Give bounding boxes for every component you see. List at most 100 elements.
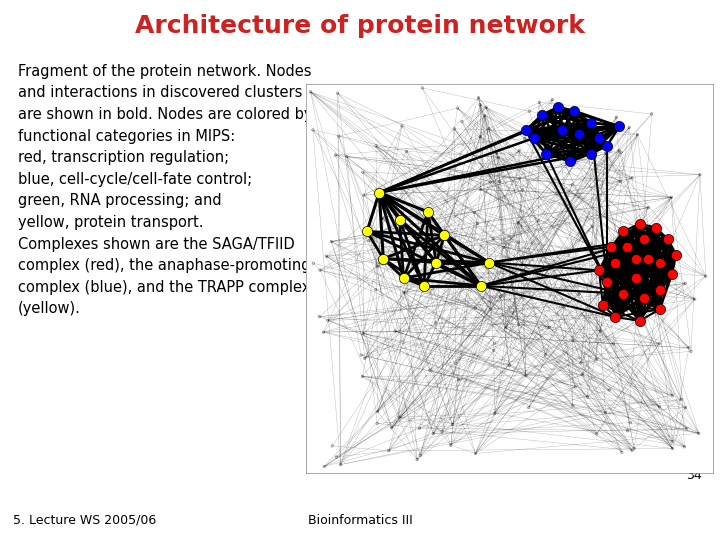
Point bbox=[414, 424, 426, 433]
Point bbox=[631, 130, 643, 139]
Point bbox=[386, 423, 397, 432]
Point bbox=[318, 328, 329, 336]
Point bbox=[575, 359, 587, 367]
Point bbox=[658, 258, 670, 266]
Point bbox=[313, 313, 325, 321]
Point bbox=[534, 98, 545, 106]
Point bbox=[428, 429, 439, 438]
Point bbox=[541, 123, 552, 132]
Point bbox=[593, 266, 605, 275]
Point bbox=[593, 134, 605, 143]
Point bbox=[621, 242, 633, 251]
Point bbox=[396, 184, 408, 192]
Point bbox=[624, 123, 635, 132]
Point bbox=[615, 148, 626, 157]
Point bbox=[513, 218, 524, 227]
Point bbox=[475, 281, 487, 290]
Point bbox=[567, 401, 579, 410]
Point bbox=[675, 395, 687, 404]
Point bbox=[642, 254, 654, 263]
Point bbox=[667, 437, 678, 445]
Point bbox=[363, 237, 374, 245]
Point bbox=[318, 462, 330, 471]
Point bbox=[593, 289, 604, 298]
Point bbox=[595, 327, 606, 335]
Point bbox=[332, 89, 343, 98]
Point bbox=[519, 134, 531, 143]
Point bbox=[616, 448, 628, 456]
Point bbox=[394, 215, 405, 224]
Point bbox=[489, 339, 500, 348]
Point bbox=[679, 279, 690, 288]
Point bbox=[418, 281, 430, 290]
Point bbox=[322, 316, 333, 325]
Point bbox=[417, 84, 428, 92]
Point bbox=[600, 149, 611, 158]
Point bbox=[544, 323, 555, 332]
Point bbox=[485, 178, 496, 186]
Point bbox=[650, 223, 662, 232]
Point bbox=[383, 447, 395, 455]
Point bbox=[585, 150, 596, 158]
Point bbox=[456, 117, 468, 126]
Point bbox=[585, 118, 596, 127]
Point bbox=[396, 122, 408, 130]
Point bbox=[564, 157, 576, 166]
Point bbox=[642, 204, 654, 212]
Point bbox=[567, 336, 578, 345]
Point bbox=[557, 126, 568, 134]
Point bbox=[609, 258, 621, 267]
Point bbox=[438, 231, 450, 240]
Point bbox=[411, 455, 423, 464]
Point bbox=[544, 260, 555, 269]
Point bbox=[591, 429, 603, 438]
Point bbox=[615, 177, 626, 186]
Point bbox=[670, 251, 682, 259]
Point bbox=[513, 320, 524, 329]
Point bbox=[372, 408, 383, 416]
Point bbox=[361, 227, 373, 236]
Point bbox=[479, 111, 490, 120]
Point bbox=[469, 449, 481, 458]
Point bbox=[430, 319, 441, 327]
Point bbox=[654, 403, 665, 411]
Point bbox=[597, 301, 608, 309]
Point bbox=[611, 113, 622, 122]
Point bbox=[693, 429, 705, 437]
Point bbox=[520, 371, 531, 380]
Point bbox=[377, 254, 389, 263]
Point bbox=[433, 225, 445, 233]
Point bbox=[450, 359, 462, 368]
Point bbox=[520, 126, 531, 134]
Point bbox=[474, 100, 486, 109]
Point bbox=[591, 355, 603, 363]
Point bbox=[333, 132, 345, 140]
Point bbox=[557, 302, 569, 311]
Text: 34: 34 bbox=[686, 469, 702, 482]
Point bbox=[472, 219, 483, 227]
Point bbox=[662, 235, 674, 244]
Point bbox=[622, 427, 634, 435]
Point bbox=[330, 151, 341, 159]
Point bbox=[341, 152, 353, 161]
Point bbox=[629, 444, 640, 453]
Point bbox=[582, 393, 593, 401]
Point bbox=[683, 343, 695, 352]
Point bbox=[603, 386, 615, 394]
Point bbox=[372, 419, 383, 428]
Point bbox=[680, 403, 691, 412]
Point bbox=[480, 103, 492, 112]
Point bbox=[546, 95, 558, 104]
Point bbox=[646, 110, 657, 118]
Point bbox=[474, 185, 486, 194]
Point bbox=[436, 427, 448, 436]
Point bbox=[485, 305, 496, 314]
Point bbox=[307, 259, 319, 267]
Point bbox=[608, 340, 619, 348]
Point bbox=[630, 254, 642, 263]
Point bbox=[320, 252, 332, 261]
Point bbox=[453, 376, 464, 384]
Point bbox=[452, 104, 464, 112]
Point bbox=[626, 446, 638, 455]
Point bbox=[414, 238, 426, 246]
